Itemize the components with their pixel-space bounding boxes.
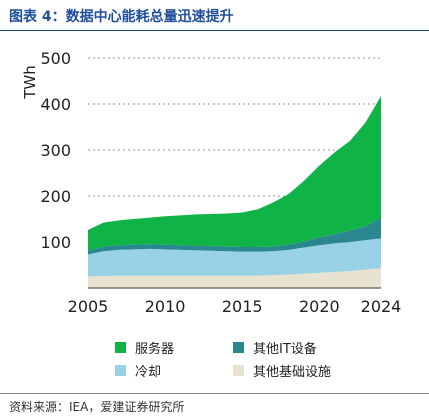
title-divider [0, 30, 429, 31]
y-axis-label: TWh [21, 65, 39, 100]
legend-swatch-other-it [233, 342, 244, 353]
area-other-infrastructure [88, 268, 381, 288]
legend-label-servers: 服务器 [135, 342, 175, 357]
figure-title: 图表 4：数据中心能耗总量迅速提升 [9, 9, 234, 25]
legend-item-servers: 服务器 [115, 338, 174, 357]
y-tick-labels: 100 200 300 400 500 [40, 49, 71, 252]
source-note: 资料来源：IEA，爱建证券研究所 [9, 400, 185, 414]
legend-label-other-infra: 其他基础设施 [253, 365, 332, 380]
x-tick-2024: 2024 [361, 297, 402, 316]
area-other-it [88, 217, 381, 255]
x-tick-2020: 2020 [299, 297, 340, 316]
area-servers [88, 96, 381, 251]
y-tick-400: 400 [40, 95, 71, 114]
legend-swatch-servers [115, 342, 126, 353]
legend-label-cooling: 冷却 [135, 365, 162, 380]
x-tick-2005: 2005 [68, 297, 109, 316]
legend-swatch-cooling [115, 365, 126, 376]
y-tick-300: 300 [40, 141, 71, 160]
legend-item-cooling: 冷却 [115, 361, 161, 380]
legend: 服务器 其他IT设备 冷却 其他基础设施 [115, 338, 415, 380]
area-cooling [88, 238, 381, 277]
legend-label-other-it: 其他IT设备 [253, 342, 317, 357]
x-tick-2015: 2015 [222, 297, 263, 316]
footer-divider [0, 393, 429, 394]
x-tick-labels: 2005 2010 2015 2020 2024 [68, 297, 402, 316]
legend-swatch-other-infra [233, 365, 244, 376]
area-series [88, 96, 381, 288]
y-tick-500: 500 [40, 49, 71, 68]
legend-item-other-it: 其他IT设备 [233, 338, 317, 357]
stacked-area-chart: 100 200 300 400 500 2005 2010 2015 2020 2024 TWh [21, 49, 402, 316]
y-tick-100: 100 [40, 233, 71, 252]
legend-item-other-infra: 其他基础设施 [233, 361, 331, 380]
x-tick-2010: 2010 [145, 297, 186, 316]
y-tick-200: 200 [40, 187, 71, 206]
